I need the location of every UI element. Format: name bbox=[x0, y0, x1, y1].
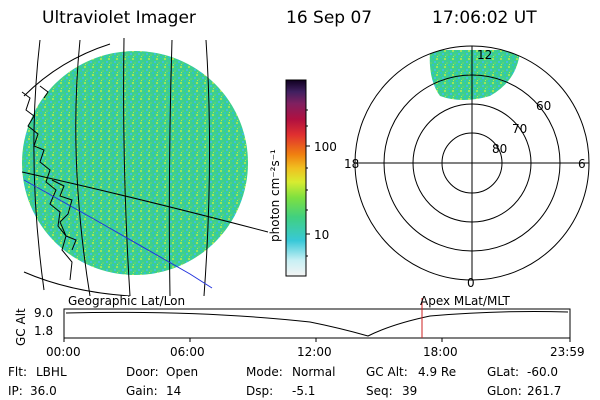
footer-filter-value: LBHL bbox=[36, 365, 67, 379]
timeline-ticks bbox=[63, 338, 571, 342]
footer-mode-value: Normal bbox=[292, 365, 336, 379]
lon-line bbox=[123, 37, 131, 296]
auroral-disk bbox=[22, 51, 248, 275]
timeline-left-title: Geographic Lat/Lon bbox=[68, 294, 186, 308]
timeline-xtick-0: 00:00 bbox=[46, 345, 81, 359]
footer-dsp-value: -5.1 bbox=[292, 384, 316, 398]
lon-line bbox=[75, 39, 91, 296]
mlt-label-6: 6 bbox=[578, 157, 586, 171]
timeline-ytick-top: 9.0 bbox=[34, 306, 54, 320]
lat-label-60: 60 bbox=[536, 99, 552, 113]
footer-seq-key: Seq: bbox=[366, 384, 393, 398]
lon-line bbox=[33, 39, 45, 291]
footer-gcalt-key: GC Alt: bbox=[366, 365, 408, 379]
mlt-label-18: 18 bbox=[344, 157, 360, 171]
footer-glon-value: 261.7 bbox=[527, 384, 562, 398]
footer-dsp-key: Dsp: bbox=[246, 384, 274, 398]
timeline-yaxis-label: GC Alt bbox=[14, 308, 28, 346]
lat-line bbox=[23, 271, 131, 296]
footer-mode-key: Mode: bbox=[246, 365, 283, 379]
earth-disk-panel bbox=[21, 37, 269, 296]
timeline-xtick-4: 23:59 bbox=[550, 345, 585, 359]
timeline-xtick-2: 12:00 bbox=[297, 345, 332, 359]
footer-door-value: Open bbox=[166, 365, 199, 379]
footer-door-key: Door: bbox=[126, 365, 159, 379]
footer-gain-value: 14 bbox=[166, 384, 182, 398]
lon-line bbox=[203, 39, 211, 296]
polar-plot bbox=[354, 45, 590, 281]
lat-line bbox=[23, 43, 111, 97]
lon-line bbox=[168, 39, 173, 296]
footer-seq-value: 39 bbox=[402, 384, 418, 398]
footer-glat-value: -60.0 bbox=[527, 365, 559, 379]
colorbar-tick-10: 10 bbox=[314, 228, 330, 242]
date-label: 16 Sep 07 bbox=[286, 8, 373, 28]
timeline-ytick-bottom: 1.8 bbox=[34, 324, 54, 338]
altitude-curve bbox=[65, 311, 569, 337]
satellite-track bbox=[23, 179, 213, 289]
lat-label-80: 80 bbox=[492, 142, 508, 156]
footer-ip-value: 36.0 bbox=[30, 384, 57, 398]
colorbar bbox=[285, 79, 307, 277]
colorbar-tick-100: 100 bbox=[314, 140, 337, 154]
mlt-label-12: 12 bbox=[477, 48, 493, 62]
footer-gain-key: Gain: bbox=[126, 384, 158, 398]
timeline-frame bbox=[63, 308, 571, 339]
footer-gcalt-value: 4.9 Re bbox=[418, 365, 457, 379]
timeline-xtick-3: 18:00 bbox=[423, 345, 458, 359]
lat-label-70: 70 bbox=[512, 122, 528, 136]
lat-line bbox=[21, 171, 269, 233]
time-label: 17:06:02 UT bbox=[432, 8, 537, 28]
footer-glat-key: GLat: bbox=[487, 365, 520, 379]
colorbar-ticks bbox=[306, 109, 310, 257]
footer-ip-key: IP: bbox=[8, 384, 23, 398]
footer-filter-key: Flt: bbox=[8, 365, 27, 379]
footer-glon-key: GLon: bbox=[487, 384, 522, 398]
timeline-xtick-1: 06:00 bbox=[170, 345, 205, 359]
timeline-right-title: Apex MLat/MLT bbox=[420, 294, 510, 308]
colorbar-label: photon cm⁻²s⁻¹ bbox=[268, 149, 282, 242]
mlt-label-0: 0 bbox=[467, 276, 475, 290]
instrument-title: Ultraviolet Imager bbox=[42, 8, 196, 28]
